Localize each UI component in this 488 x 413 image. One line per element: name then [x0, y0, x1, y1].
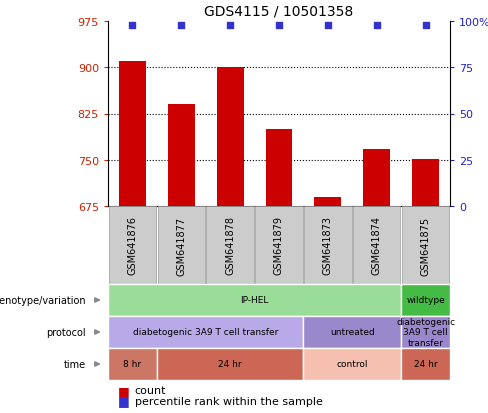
Bar — [304, 206, 351, 284]
Bar — [168, 105, 195, 206]
Text: ■: ■ — [118, 394, 129, 407]
Bar — [412, 159, 439, 206]
Text: percentile rank within the sample: percentile rank within the sample — [135, 396, 323, 406]
Point — [324, 23, 332, 30]
Bar — [353, 206, 401, 284]
Bar — [402, 206, 449, 284]
Text: GSM641877: GSM641877 — [176, 216, 186, 275]
Point — [128, 23, 136, 30]
Text: genotype/variation: genotype/variation — [0, 295, 86, 305]
Point — [177, 23, 185, 30]
Text: protocol: protocol — [46, 327, 86, 337]
Text: ■: ■ — [118, 384, 129, 397]
Point — [373, 23, 381, 30]
Text: GSM641873: GSM641873 — [323, 216, 333, 275]
Text: 8 hr: 8 hr — [123, 360, 142, 369]
Bar — [108, 284, 401, 316]
Text: GSM641878: GSM641878 — [225, 216, 235, 275]
Text: GSM641879: GSM641879 — [274, 216, 284, 275]
Text: GSM641874: GSM641874 — [372, 216, 382, 275]
Text: GSM641875: GSM641875 — [421, 216, 430, 275]
Text: untreated: untreated — [330, 328, 375, 337]
Point — [275, 23, 283, 30]
Bar — [363, 149, 390, 206]
Bar — [314, 197, 341, 206]
Bar — [401, 316, 450, 348]
Bar — [206, 206, 254, 284]
Bar — [119, 62, 146, 206]
Bar — [255, 206, 303, 284]
Point — [226, 23, 234, 30]
Text: 24 hr: 24 hr — [414, 360, 437, 369]
Bar — [217, 68, 244, 206]
Text: diabetogenic
3A9 T cell
transfer: diabetogenic 3A9 T cell transfer — [396, 317, 455, 347]
Bar — [108, 348, 157, 380]
Point — [422, 23, 429, 30]
Bar — [401, 348, 450, 380]
Text: IP-HEL: IP-HEL — [241, 296, 269, 305]
Text: 24 hr: 24 hr — [218, 360, 242, 369]
Bar — [108, 316, 304, 348]
Text: diabetogenic 3A9 T cell transfer: diabetogenic 3A9 T cell transfer — [133, 328, 278, 337]
Bar — [401, 284, 450, 316]
Text: time: time — [64, 359, 86, 369]
Text: wildtype: wildtype — [406, 296, 445, 305]
Bar — [265, 130, 292, 206]
Text: count: count — [135, 385, 166, 395]
Bar — [158, 206, 205, 284]
Bar — [157, 348, 304, 380]
Text: GSM641876: GSM641876 — [127, 216, 138, 275]
Bar — [304, 316, 401, 348]
Bar — [304, 348, 401, 380]
Bar — [109, 206, 156, 284]
Text: control: control — [337, 360, 368, 369]
Title: GDS4115 / 10501358: GDS4115 / 10501358 — [204, 4, 354, 18]
